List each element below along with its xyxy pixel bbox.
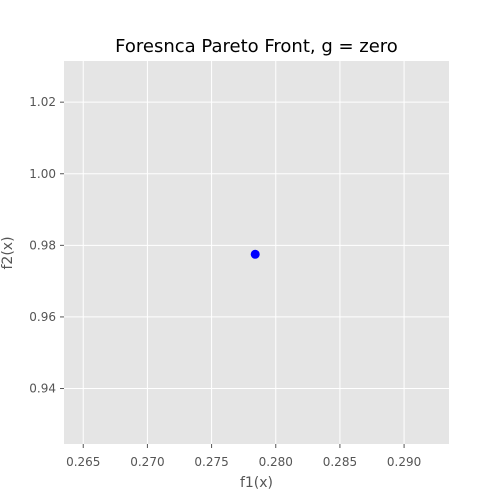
- x-tick-label: 0.290: [387, 455, 421, 469]
- x-axis-ticks: 0.265 0.270 0.275 0.280 0.285 0.290: [66, 444, 421, 469]
- x-tick-label: 0.275: [194, 455, 228, 469]
- y-tick-label: 0.94: [29, 382, 56, 396]
- y-tick-label: 1.02: [29, 95, 56, 109]
- x-axis-label: f1(x): [240, 475, 273, 491]
- y-tick-label: 0.98: [29, 238, 56, 252]
- y-axis-label: f2(x): [0, 236, 16, 269]
- x-tick-label: 0.285: [323, 455, 357, 469]
- data-points: [250, 249, 260, 259]
- chart-title: Foresnca Pareto Front, g = zero: [115, 36, 398, 57]
- x-tick-label: 0.265: [66, 455, 100, 469]
- y-tick-label: 1.00: [29, 167, 56, 181]
- y-tick-label: 0.96: [29, 310, 56, 324]
- data-point: [250, 249, 260, 259]
- grid-lines: [64, 61, 449, 444]
- x-tick-label: 0.270: [130, 455, 164, 469]
- x-tick-label: 0.280: [259, 455, 293, 469]
- y-axis-ticks: 0.94 0.96 0.98 1.00 1.02: [29, 95, 64, 396]
